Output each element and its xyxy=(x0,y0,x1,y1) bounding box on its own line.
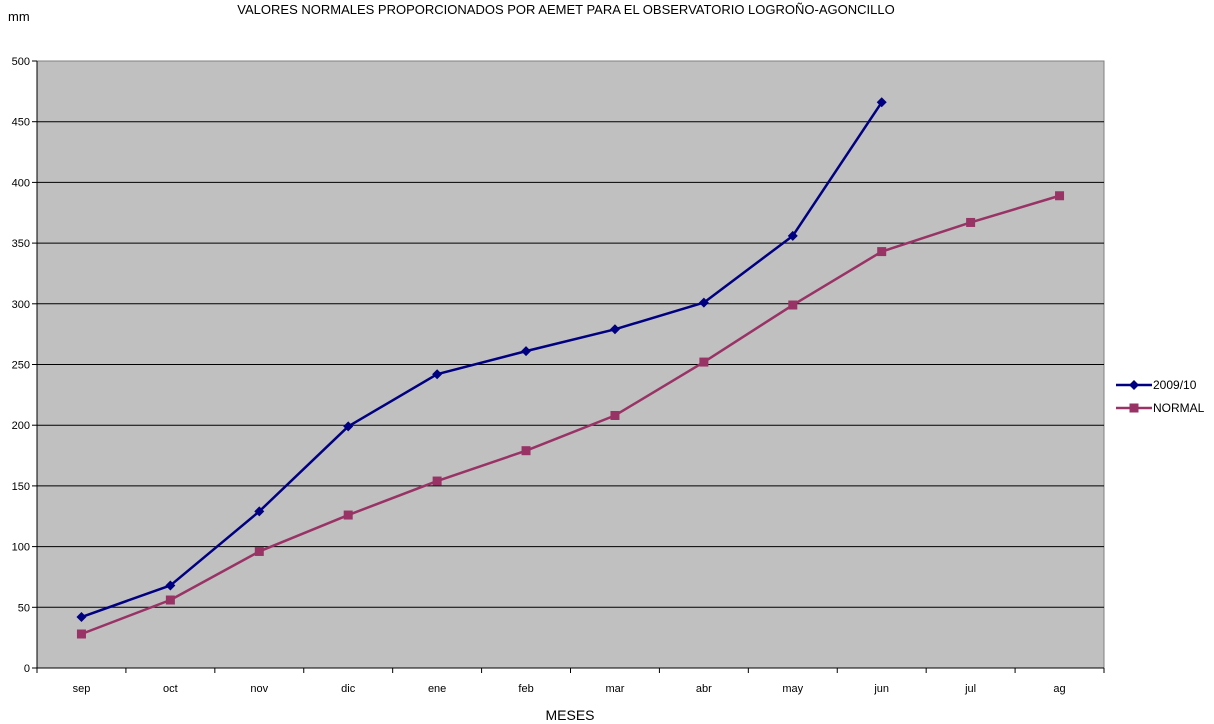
legend-label: NORMAL xyxy=(1153,401,1205,415)
data-point xyxy=(76,629,86,639)
x-tick-label: may xyxy=(782,683,803,695)
x-tick-label: ag xyxy=(1053,683,1065,695)
x-tick-label: mar xyxy=(605,683,624,695)
y-tick-label: 400 xyxy=(12,177,30,189)
y-tick-label: 150 xyxy=(12,481,30,493)
data-point xyxy=(609,324,620,335)
legend: 2009/10 NORMAL xyxy=(1116,378,1205,415)
x-tick-label: feb xyxy=(518,683,533,695)
legend-swatch-marker xyxy=(1129,403,1139,413)
axes: 0 50 100 150 200 250 300 350 400 450 500 sep oct nov d… xyxy=(12,56,1105,695)
data-point xyxy=(165,580,176,591)
data-point xyxy=(432,369,443,380)
data-point xyxy=(343,421,354,432)
chart-title: VALORES NORMALES PROPORCIONADOS POR AEME… xyxy=(237,2,894,17)
data-point xyxy=(343,510,353,520)
data-point xyxy=(254,506,265,517)
data-point xyxy=(966,217,976,227)
y-tick-label: 200 xyxy=(12,420,30,432)
legend-label: 2009/10 xyxy=(1153,378,1197,392)
data-point xyxy=(165,595,175,605)
data-point xyxy=(610,410,620,420)
data-point xyxy=(76,612,87,623)
series-1 xyxy=(76,97,887,623)
y-tick-label: 350 xyxy=(12,238,30,250)
y-tick-label: 450 xyxy=(12,117,30,129)
y-tick-label: 0 xyxy=(24,663,30,675)
x-tick-label: jun xyxy=(873,683,889,695)
data-point xyxy=(876,97,887,108)
x-tick-label: jul xyxy=(964,683,976,695)
x-tick-label: oct xyxy=(163,683,178,695)
y-tick-label: 300 xyxy=(12,299,30,311)
y-tick-label: 500 xyxy=(12,56,30,68)
data-point xyxy=(521,346,532,357)
data-point xyxy=(699,357,709,367)
x-tick-label: nov xyxy=(250,683,268,695)
series-layer xyxy=(76,97,1065,639)
grid-lines xyxy=(37,121,1104,608)
data-point xyxy=(877,247,887,257)
data-point xyxy=(432,476,442,486)
x-tick-label: sep xyxy=(73,683,91,695)
x-axis-title: MESES xyxy=(545,707,594,723)
series-2 xyxy=(76,191,1065,639)
data-point xyxy=(521,446,531,456)
legend-item: 2009/10 xyxy=(1116,378,1197,392)
x-tick-label: ene xyxy=(428,683,446,695)
y-tick-label: 100 xyxy=(12,542,30,554)
series-line xyxy=(81,101,883,619)
x-tick-label: abr xyxy=(696,683,712,695)
data-point xyxy=(788,300,798,310)
legend-swatch-marker xyxy=(1129,380,1139,390)
data-point xyxy=(787,230,798,241)
y-axis-unit-label: mm xyxy=(8,9,30,24)
x-tick-label: dic xyxy=(341,683,356,695)
series-line xyxy=(81,194,1060,636)
y-tick-label: 250 xyxy=(12,360,30,372)
data-point xyxy=(254,546,264,556)
data-point xyxy=(698,297,709,308)
legend-item: NORMAL xyxy=(1116,401,1205,415)
data-point xyxy=(1055,191,1065,201)
y-tick-label: 50 xyxy=(18,602,30,614)
